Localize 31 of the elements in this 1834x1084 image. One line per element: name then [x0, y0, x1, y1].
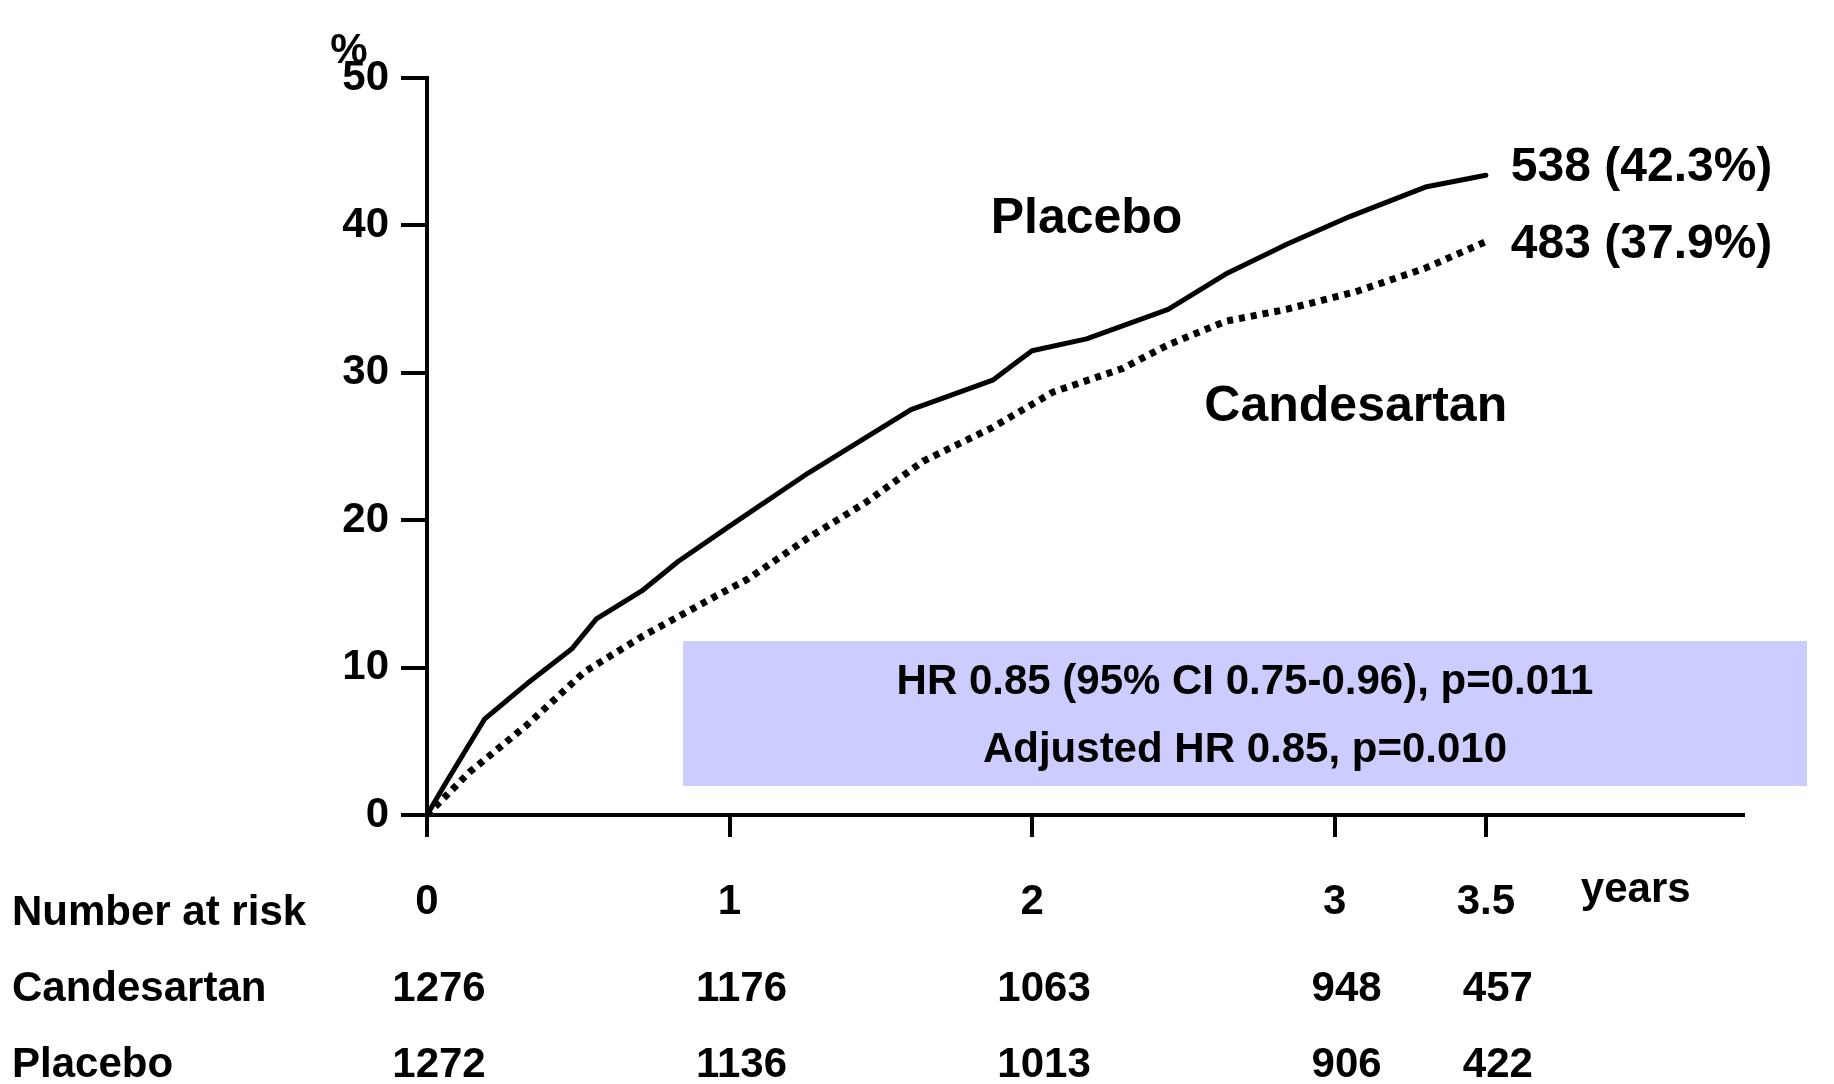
x-tick-label: 1 — [717, 875, 742, 923]
text: Placebo — [12, 1038, 174, 1084]
x-tick-label: 3 — [1322, 875, 1347, 923]
y-tick-label: 0 — [365, 788, 389, 836]
text: 1272 — [392, 1038, 486, 1084]
text: 1013 — [997, 1038, 1091, 1084]
text: 457 — [1462, 962, 1533, 1010]
text: 948 — [1311, 962, 1382, 1010]
text: 1063 — [997, 962, 1091, 1010]
annotation: Adjusted HR 0.85, p=0.010 — [982, 722, 1508, 773]
y-tick-label: 40 — [342, 198, 389, 246]
text: 1176 — [695, 962, 788, 1010]
series-label: Candesartan — [1204, 375, 1508, 432]
y-tick-label: 10 — [342, 641, 389, 689]
x-tick-label: 0 — [415, 875, 439, 923]
note-box: HR 0.85 (95% CI 0.75-0.96), p=0.011 Adjusted HR 0.85, p=0.010 — [683, 641, 1807, 786]
annotation: 538 (42.3%) — [1510, 137, 1773, 191]
y-tick-label: 20 — [342, 493, 389, 541]
text: 1136 — [695, 1038, 788, 1084]
y-tick-label: 30 — [342, 346, 389, 394]
x-tick-label: 2 — [1020, 875, 1044, 923]
text: 906 — [1311, 1038, 1382, 1084]
series-label: Placebo — [990, 187, 1183, 244]
text: 422 — [1462, 1038, 1533, 1084]
annotation: HR 0.85 (95% CI 0.75-0.96), p=0.011 — [896, 654, 1594, 705]
annotation: 483 (37.9%) — [1510, 214, 1773, 268]
text: Number at risk — [12, 886, 307, 934]
text: Candesartan — [12, 962, 267, 1010]
x-axis-title: years — [1580, 863, 1691, 911]
text: 1276 — [392, 962, 486, 1010]
x-tick-label: 3.5 — [1456, 875, 1516, 923]
